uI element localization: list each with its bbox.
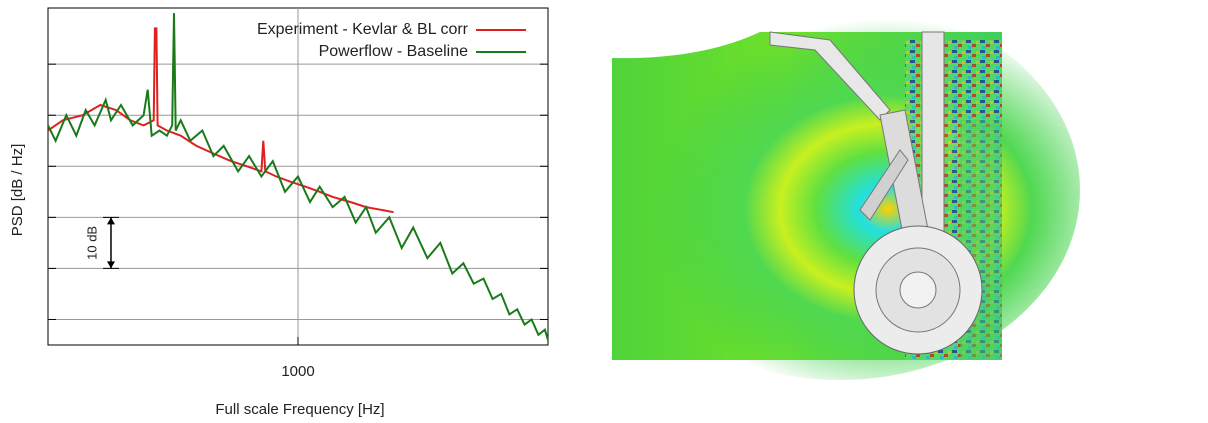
y-axis-title: PSD [dB / Hz] (9, 144, 26, 237)
x-tick-label: 1000 (281, 363, 314, 380)
legend-label: Experiment - Kevlar & BL corr (257, 21, 469, 38)
legend-label: Powerflow - Baseline (319, 43, 469, 60)
cfd-image (600, 0, 1080, 380)
arrow-head (106, 261, 115, 269)
annotation-text: 10 dB (84, 226, 99, 260)
plot-area (47, 7, 549, 346)
arrow-head (106, 217, 115, 225)
series-line (48, 13, 548, 341)
x-axis-title: Full scale Frequency [Hz] (215, 401, 384, 418)
